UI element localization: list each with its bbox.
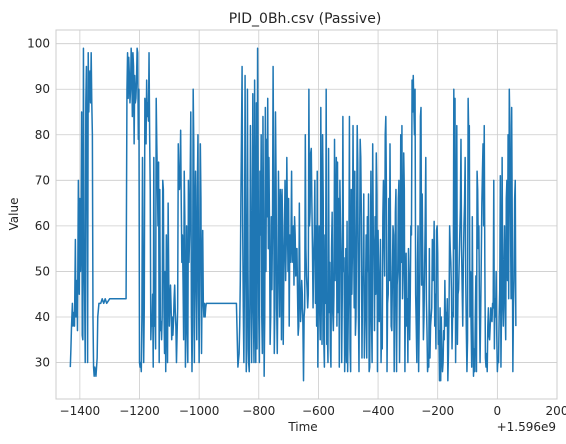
y-tick-label: 40 xyxy=(35,310,50,324)
axes-frame xyxy=(55,29,558,400)
series-line-0 xyxy=(69,47,517,382)
y-tick-label: 70 xyxy=(35,173,50,187)
series-layer xyxy=(69,47,517,382)
y-axis-label: Value xyxy=(7,198,21,231)
x-tick-label: −200 xyxy=(421,404,454,418)
x-tick-label: 0 xyxy=(494,404,502,418)
y-tick-label: 50 xyxy=(35,264,50,278)
x-tick-label: −600 xyxy=(302,404,335,418)
x-tick-label: −1200 xyxy=(119,404,160,418)
y-tick-label: 90 xyxy=(35,82,50,96)
tick-labels: −1400 −1200 −1000 −800 −600 −400 −200 0 200 30 40 5… xyxy=(27,37,566,418)
x-tick-label: −1400 xyxy=(60,404,101,418)
y-tick-label: 100 xyxy=(27,37,50,51)
x-tick-label: 200 xyxy=(546,404,566,418)
x-axis-offset-label: +1.596e9 xyxy=(497,420,556,434)
y-tick-label: 30 xyxy=(35,356,50,370)
x-tick-label: −400 xyxy=(362,404,395,418)
chart-title: PID_0Bh.csv (Passive) xyxy=(229,11,382,27)
x-tick-label: −800 xyxy=(242,404,275,418)
x-axis-label: Time xyxy=(287,420,317,434)
y-tick-label: 80 xyxy=(35,128,50,142)
y-tick-label: 60 xyxy=(35,219,50,233)
x-tick-label: −1000 xyxy=(179,404,220,418)
